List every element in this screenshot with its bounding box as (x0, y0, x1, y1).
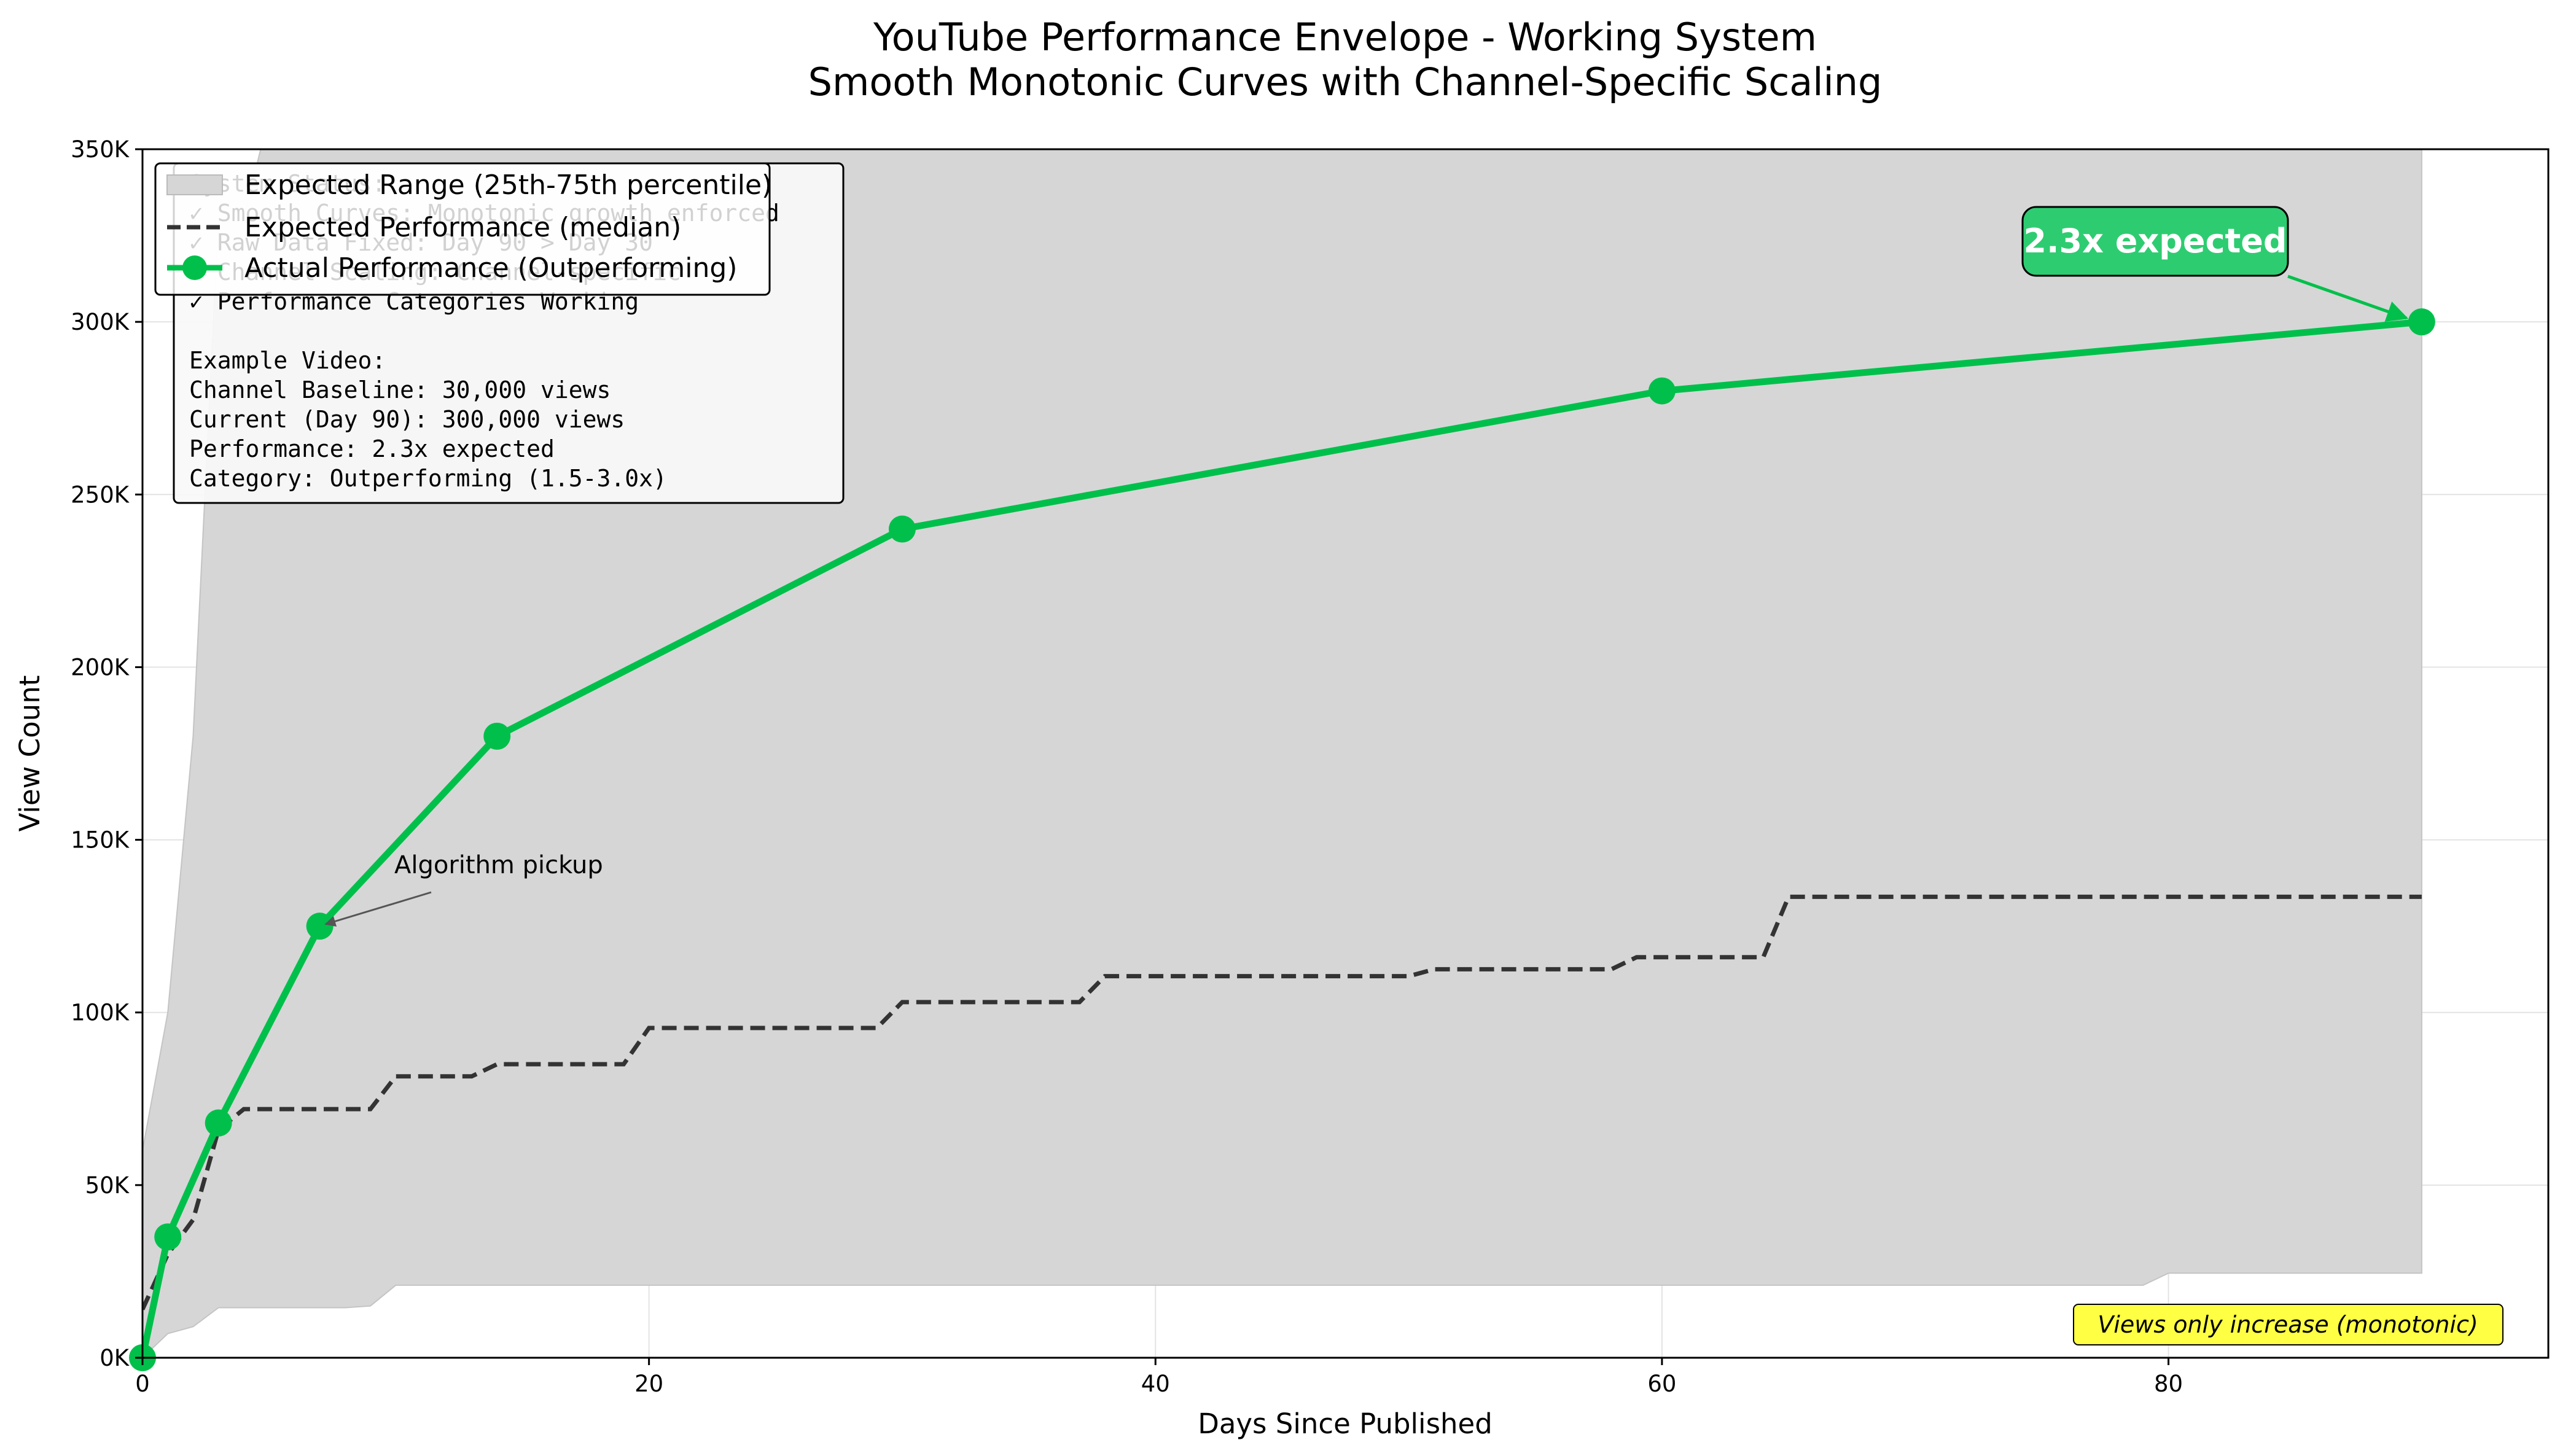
algorithm-label: Algorithm pickup (394, 851, 603, 879)
x-tick-label: 0 (135, 1371, 150, 1397)
legend-swatch-actual-marker (182, 255, 207, 280)
y-tick-label: 150K (71, 827, 130, 854)
x-tick-label: 40 (1141, 1371, 1170, 1397)
actual-point (483, 722, 511, 750)
chart-title-group: YouTube Performance Envelope - Working S… (808, 15, 1883, 104)
y-tick-label: 100K (71, 1000, 130, 1026)
actual-point (306, 913, 334, 940)
legend-label-actual: Actual Performance (Outperforming) (244, 252, 737, 284)
monotonic-note: Views only increase (monotonic) (2073, 1304, 2503, 1345)
callout-label: 2.3x expected (2023, 222, 2287, 260)
actual-point (888, 515, 916, 543)
monotonic-note-label: Views only increase (monotonic) (2098, 1311, 2478, 1338)
x-axis-ticks: 0 20 40 60 80 (135, 1358, 2183, 1397)
callout-annotation: 2.3x expected (2021, 206, 2409, 322)
y-axis-label: View Count (14, 675, 46, 832)
chart-subtitle: Smooth Monotonic Curves with Channel-Spe… (808, 60, 1883, 104)
legend-label-median: Expected Performance (median) (244, 212, 681, 243)
algorithm-annotation: Algorithm pickup (324, 851, 603, 927)
actual-point (1648, 377, 1676, 405)
y-tick-label: 350K (71, 136, 130, 163)
legend-label-band: Expected Range (25th-75th percentile) (244, 169, 772, 201)
actual-point (205, 1109, 232, 1137)
status-line: Performance: 2.3x expected (189, 435, 555, 462)
x-tick-label: 80 (2154, 1371, 2183, 1397)
status-line: Channel Baseline: 30,000 views (189, 376, 611, 403)
status-line: Example Video: (189, 347, 386, 374)
legend-frame (154, 162, 771, 296)
x-tick-label: 60 (1647, 1371, 1676, 1397)
y-tick-label: 0K (100, 1345, 130, 1371)
monotonic-note-box (2073, 1304, 2503, 1345)
chart-title: YouTube Performance Envelope - Working S… (873, 15, 1817, 60)
y-tick-label: 250K (71, 481, 130, 508)
actual-point (154, 1223, 182, 1251)
x-axis-label: Days Since Published (1198, 1407, 1493, 1440)
plot-frame (141, 148, 2550, 1359)
status-line: Category: Outperforming (1.5-3.0x) (189, 465, 667, 492)
legend: Expected Range (25th-75th percentile) Ex… (154, 162, 772, 296)
y-tick-label: 200K (71, 654, 130, 680)
algorithm-arrow (324, 891, 432, 927)
x-tick-label: 20 (634, 1371, 663, 1397)
callout-arrow (2287, 274, 2409, 322)
y-axis-ticks: 0K 50K 100K 150K 200K 250K 300K 350K (71, 136, 142, 1371)
y-tick-label: 50K (85, 1172, 130, 1199)
callout-box (2021, 206, 2289, 277)
y-tick-label: 300K (71, 309, 130, 335)
legend-swatch-band (166, 174, 223, 195)
status-line: Current (Day 90): 300,000 views (189, 406, 625, 433)
actual-point (2408, 308, 2435, 336)
actual-line (139, 318, 2422, 1359)
